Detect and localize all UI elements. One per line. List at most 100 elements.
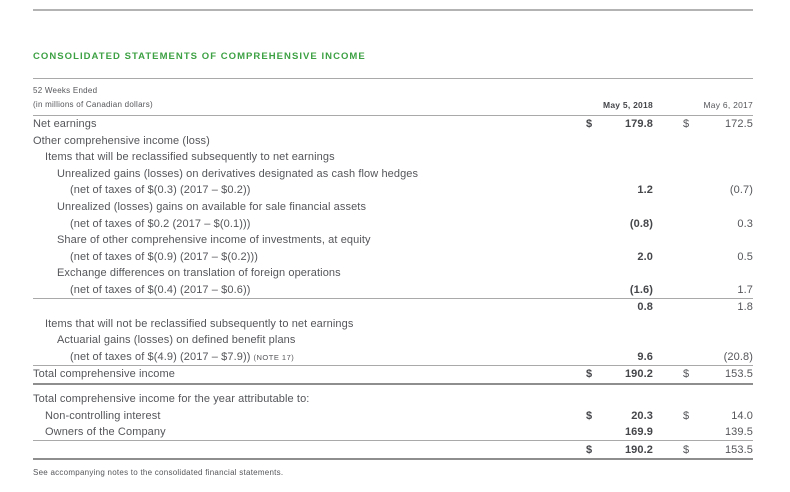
currency-symbol-2017: $: [683, 368, 690, 381]
table-row: Total comprehensive income for the year …: [33, 391, 753, 408]
row-label: Actuarial gains (losses) on defined bene…: [57, 334, 296, 347]
column-header-2018: May 5, 2018: [602, 100, 653, 110]
table-row: Owners of the Company 169.9 139.5: [33, 424, 753, 441]
row-label: Unrealized (losses) gains on available f…: [57, 201, 367, 213]
footnote: See accompanying notes to the consolidat…: [33, 467, 284, 477]
column-header-2017: May 6, 2017: [703, 100, 753, 110]
table-row: (net of taxes of $(0.4) (2017 – $0.6)) (1…: [33, 281, 753, 298]
amount-2018: 2.0: [637, 250, 653, 263]
amount-2018: 1.2: [637, 184, 653, 197]
row-label: Total comprehensive income for the year …: [33, 393, 310, 406]
value-2017: 1.7: [683, 284, 753, 296]
amount-2018: 9.6: [637, 350, 653, 363]
row-label: (net of taxes of $(0.9) (2017 – $(0.2))): [70, 250, 259, 263]
table-row: Share of other comprehensive income of i…: [33, 232, 753, 249]
amount-2017: 0.5: [737, 250, 753, 263]
page-top-rule: [33, 9, 753, 11]
row-label: (net of taxes of $(0.3) (2017 – $0.2)): [70, 184, 251, 197]
value-2018: 169.9: [586, 426, 653, 438]
value-2017: 139.5: [683, 426, 753, 438]
value-2018: 9.6: [586, 351, 653, 363]
value-2018: (0.8): [586, 218, 653, 230]
row-label: Exchange differences on translation of f…: [57, 267, 341, 280]
table-rule: [33, 115, 753, 116]
table-row: (net of taxes of $(0.3) (2017 – $0.2)) 1.…: [33, 182, 753, 199]
row-label: Share of other comprehensive income of i…: [57, 234, 371, 247]
table-rule: [33, 457, 753, 460]
table-row: (net of taxes of $0.2 (2017 – $(0.1))) (0…: [33, 215, 753, 232]
table-row: Total comprehensive income $190.2 $153.5: [33, 366, 753, 383]
amount-2017: 14.0: [731, 409, 753, 422]
table-row: 0.8 1.8: [33, 299, 753, 316]
row-label: Total comprehensive income: [33, 368, 176, 381]
table-row: Actuarial gains (losses) on defined bene…: [33, 332, 753, 349]
amount-2017: (0.7): [729, 184, 753, 197]
amount-2017: 139.5: [724, 426, 753, 439]
table-row: (net of taxes of $(4.9) (2017 – $7.9)) (N…: [33, 349, 753, 366]
value-2018: $179.8: [586, 118, 653, 130]
amount-2018: 20.3: [631, 409, 653, 422]
page-title: CONSOLIDATED STATEMENTS OF COMPREHENSIVE…: [33, 51, 366, 62]
amount-2018: (1.6): [629, 283, 653, 296]
row-label: (net of taxes of $(0.4) (2017 – $0.6)): [70, 283, 251, 296]
value-2017: $153.5: [683, 368, 753, 380]
value-2018: $190.2: [586, 368, 653, 380]
table-row: Other comprehensive income (loss): [33, 133, 753, 150]
row-label: Items that will be reclassified subseque…: [45, 151, 335, 164]
value-2017: (20.8): [683, 351, 753, 363]
value-2017: 1.8: [683, 301, 753, 313]
table-rule: [33, 365, 753, 367]
value-2017: $172.5: [683, 118, 753, 130]
currency-symbol-2018: $: [586, 368, 593, 381]
row-label: Net earnings: [33, 118, 97, 131]
amount-2017: 153.5: [724, 368, 753, 381]
row-label: Owners of the Company: [45, 426, 166, 439]
value-2018: $20.3: [586, 410, 653, 422]
value-2017: $14.0: [683, 410, 753, 422]
row-label: Non-controlling interest: [45, 409, 161, 422]
units-label: (in millions of Canadian dollars): [33, 100, 153, 109]
currency-symbol-2017: $: [683, 118, 690, 131]
value-2017: (0.7): [683, 184, 753, 196]
table-row: Unrealized gains (losses) on derivatives…: [33, 166, 753, 183]
amount-2017: 1.7: [737, 283, 753, 296]
row-label: (net of taxes of $(4.9) (2017 – $7.9)) (N…: [70, 350, 295, 363]
amount-2018: 0.8: [637, 301, 653, 314]
amount-2017: 1.8: [737, 301, 753, 314]
currency-symbol-2018: $: [586, 118, 593, 131]
amount-2018: 179.8: [624, 118, 653, 131]
table-row: Non-controlling interest $20.3 $14.0: [33, 407, 753, 424]
value-2018: 1.2: [586, 184, 653, 196]
value-2018: $190.2: [586, 444, 653, 456]
row-label: Unrealized gains (losses) on derivatives…: [57, 167, 419, 180]
currency-symbol-2018: $: [586, 409, 593, 422]
value-2018: 2.0: [586, 251, 653, 263]
value-2017: 0.3: [683, 218, 753, 230]
row-label: Items that will not be reclassified subs…: [45, 317, 354, 330]
table-row: $190.2 $153.5: [33, 441, 753, 458]
table-row: (net of taxes of $(0.9) (2017 – $(0.2)))…: [33, 248, 753, 265]
currency-symbol-2017: $: [683, 409, 690, 422]
amount-2017: 153.5: [724, 443, 753, 456]
table-row: Unrealized (losses) gains on available f…: [33, 199, 753, 216]
row-label: Other comprehensive income (loss): [33, 134, 210, 147]
table-row: Exchange differences on translation of f…: [33, 265, 753, 282]
currency-symbol-2017: $: [683, 443, 690, 456]
amount-2017: 0.3: [737, 217, 753, 230]
note-reference: (NOTE 17): [253, 352, 295, 362]
statement-page: CONSOLIDATED STATEMENTS OF COMPREHENSIVE…: [33, 0, 753, 477]
table-row: Items that will be reclassified subseque…: [33, 149, 753, 166]
table-header: 52 Weeks Ended (in millions of Canadian …: [33, 79, 753, 115]
table-row: Net earnings $179.8 $172.5: [33, 116, 753, 133]
value-2017: $153.5: [683, 444, 753, 456]
table-row: Items that will not be reclassified subs…: [33, 316, 753, 333]
amount-2018: 169.9: [624, 426, 653, 439]
value-2018: 0.8: [586, 301, 653, 313]
value-2017: 0.5: [683, 251, 753, 263]
statement-rows: Net earnings $179.8 $172.5 Other comprehens…: [33, 116, 753, 460]
amount-2017: (20.8): [723, 350, 753, 363]
period-label: 52 Weeks Ended: [33, 86, 98, 95]
value-2018: (1.6): [586, 284, 653, 296]
amount-2018: 190.2: [624, 443, 653, 456]
amount-2018: 190.2: [624, 368, 653, 381]
